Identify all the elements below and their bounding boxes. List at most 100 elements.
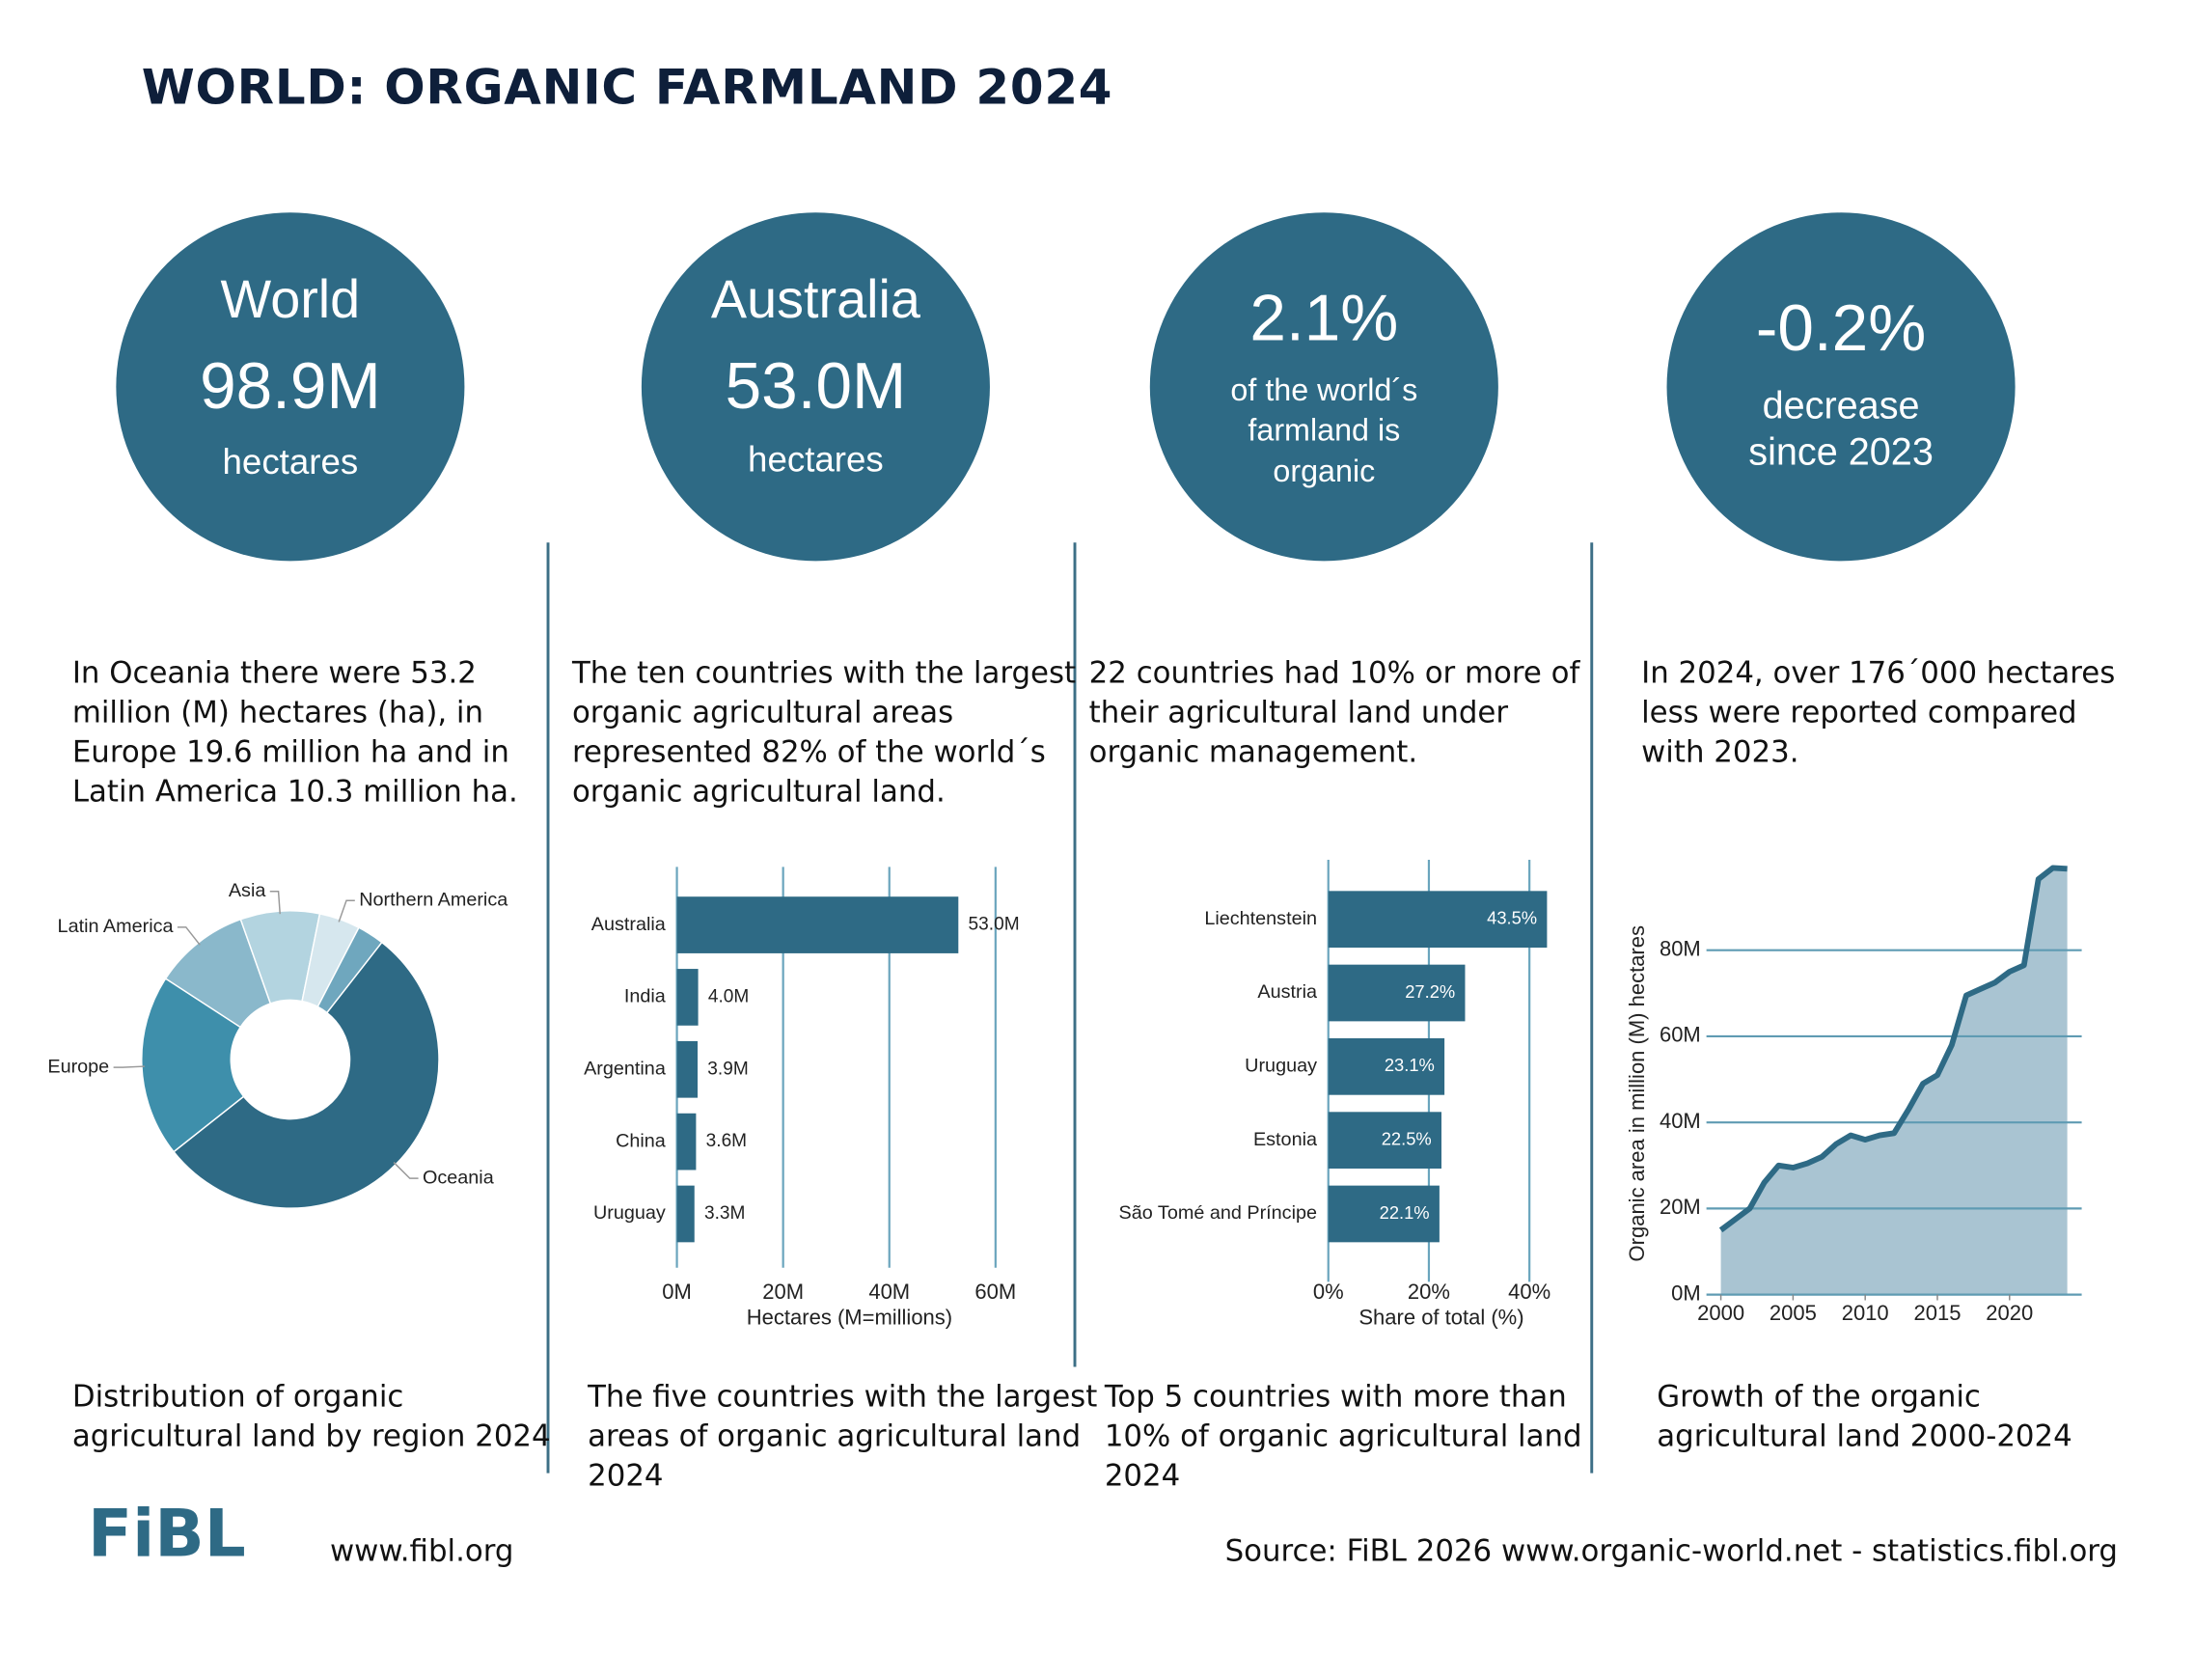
description: Europe 19.6 million ha and in xyxy=(72,734,509,769)
caption: Top 5 countries with more than xyxy=(1104,1379,1567,1414)
category-label: Uruguay xyxy=(593,1202,666,1224)
leader-line xyxy=(338,899,355,923)
title: WORLD: ORGANIC FARMLAND 2024 xyxy=(142,60,1112,116)
bar xyxy=(1328,1185,1440,1243)
x-tick-label: 40M xyxy=(868,1280,910,1304)
kpi-text: decrease xyxy=(1763,384,1920,427)
kpi-circle xyxy=(1666,212,2016,562)
value-label: 23.1% xyxy=(1385,1055,1435,1075)
bar xyxy=(1328,1037,1445,1095)
donut-slice xyxy=(316,926,383,1014)
bar xyxy=(1328,964,1466,1022)
kpi-circle xyxy=(641,212,990,562)
description: In Oceania there were 53.2 xyxy=(72,655,477,690)
slice-label: Asia xyxy=(229,880,267,901)
description: represented 82% of the world´s xyxy=(572,734,1046,769)
category-label: Argentina xyxy=(584,1059,667,1080)
x-tick-label: 0% xyxy=(1313,1280,1344,1304)
value-label: 27.2% xyxy=(1405,981,1455,1002)
leader-line xyxy=(269,891,281,915)
description: organic agricultural areas xyxy=(572,695,953,730)
category-label: Austria xyxy=(1257,981,1318,1003)
caption: Growth of the organic xyxy=(1657,1379,1981,1414)
description: their agricultural land under xyxy=(1089,695,1509,730)
description: organic agricultural land. xyxy=(572,775,946,810)
bar xyxy=(1328,1112,1441,1170)
kpi-text: Australia xyxy=(711,269,921,329)
kpi-text: hectares xyxy=(748,439,884,479)
description: The ten countries with the largest xyxy=(571,655,1076,690)
caption: agricultural land 2000-2024 xyxy=(1657,1418,2072,1453)
kpi-text: 53.0M xyxy=(726,350,907,423)
caption: 2024 xyxy=(1105,1458,1180,1493)
value-label: 22.1% xyxy=(1380,1202,1430,1223)
leader-line xyxy=(113,1065,145,1068)
kpi-text: since 2023 xyxy=(1748,431,1934,474)
caption: The five countries with the largest xyxy=(587,1379,1097,1414)
donut-slice xyxy=(172,941,440,1209)
category-label: São Tomé and Príncipe xyxy=(1119,1202,1317,1224)
source: Source: FiBL 2026 www.organic-world.net … xyxy=(1225,1533,2118,1568)
value-label: 22.5% xyxy=(1382,1129,1432,1149)
description: In 2024, over 176´000 hectares xyxy=(1641,655,2115,690)
slice-label: Northern America xyxy=(359,890,508,911)
value-label: 4.0M xyxy=(708,986,749,1006)
y-tick-label: 80M xyxy=(1660,937,1701,961)
kpi-text: farmland is xyxy=(1248,412,1400,447)
value-label: 53.0M xyxy=(969,915,1020,935)
description: Latin America 10.3 million ha. xyxy=(72,775,518,810)
x-tick-label: 20% xyxy=(1408,1280,1450,1304)
category-label: Uruguay xyxy=(1245,1056,1317,1077)
website: www.fibl.org xyxy=(330,1533,513,1568)
kpi-circle xyxy=(1149,212,1498,562)
logo: FiBL xyxy=(88,1496,246,1572)
x-tick-label: 0M xyxy=(662,1280,692,1304)
kpi-text: of the world´s xyxy=(1230,372,1417,407)
description: less were reported compared xyxy=(1641,695,2076,730)
kpi-text: organic xyxy=(1273,454,1375,488)
value-label: 3.3M xyxy=(704,1203,745,1224)
x-tick-label: 60M xyxy=(974,1280,1016,1304)
kpi-text: -0.2% xyxy=(1756,292,1926,365)
donut-slice xyxy=(141,978,245,1153)
area-fill xyxy=(1720,868,2068,1295)
x-axis-title: Share of total (%) xyxy=(1358,1305,1523,1329)
value-label: 43.5% xyxy=(1487,908,1537,928)
y-tick-label: 40M xyxy=(1660,1109,1701,1133)
kpi-text: hectares xyxy=(223,442,359,482)
category-label: Australia xyxy=(591,914,667,935)
value-label: 3.6M xyxy=(706,1131,747,1151)
description: organic management. xyxy=(1089,734,1417,769)
category-label: Estonia xyxy=(1253,1129,1318,1150)
kpi-text: World xyxy=(221,269,361,329)
x-tick-label: 40% xyxy=(1508,1280,1550,1304)
caption: areas of organic agricultural land xyxy=(588,1418,1081,1453)
bar xyxy=(676,969,699,1026)
x-axis-title: Hectares (M=millions) xyxy=(747,1305,952,1329)
x-tick-label: 2010 xyxy=(1842,1301,1889,1325)
slice-label: Oceania xyxy=(423,1167,495,1188)
bar xyxy=(676,896,959,953)
caption: Distribution of organic xyxy=(72,1379,404,1414)
y-tick-label: 60M xyxy=(1660,1023,1701,1047)
caption: 2024 xyxy=(588,1458,663,1493)
x-tick-label: 2020 xyxy=(1986,1301,2033,1325)
leader-line xyxy=(393,1162,419,1179)
kpi-circle xyxy=(116,212,465,562)
y-axis-title: Organic area in million (M) hectares xyxy=(1625,925,1649,1261)
description: million (M) hectares (ha), in xyxy=(72,695,483,730)
category-label: India xyxy=(624,986,667,1007)
slice-label: Europe xyxy=(47,1056,109,1077)
description: with 2023. xyxy=(1641,734,1798,769)
leader-line xyxy=(177,926,201,946)
caption: 10% of organic agricultural land xyxy=(1105,1418,1582,1453)
y-tick-label: 20M xyxy=(1660,1195,1701,1219)
area-line xyxy=(1718,865,2068,1233)
x-tick-label: 2015 xyxy=(1914,1301,1962,1325)
slice-label: Latin America xyxy=(58,916,175,937)
bar xyxy=(676,1040,699,1098)
bar xyxy=(676,1185,695,1243)
caption: agricultural land by region 2024 xyxy=(72,1418,551,1453)
